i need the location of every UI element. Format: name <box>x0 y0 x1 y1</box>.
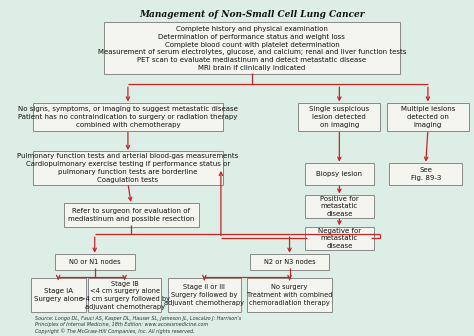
Text: Biopsy lesion: Biopsy lesion <box>316 171 362 177</box>
Text: See
Fig. 89-3: See Fig. 89-3 <box>410 167 441 181</box>
FancyBboxPatch shape <box>103 23 400 74</box>
FancyBboxPatch shape <box>64 203 199 226</box>
FancyBboxPatch shape <box>30 279 86 312</box>
FancyBboxPatch shape <box>305 195 374 218</box>
Text: No signs, symptoms, or imaging to suggest metastatic disease
Patient has no cont: No signs, symptoms, or imaging to sugges… <box>18 106 238 128</box>
FancyBboxPatch shape <box>33 151 223 185</box>
Text: Multiple lesions
detected on
imaging: Multiple lesions detected on imaging <box>401 106 455 128</box>
FancyBboxPatch shape <box>247 279 332 312</box>
FancyBboxPatch shape <box>389 163 462 185</box>
Text: Positive for
metastatic
disease: Positive for metastatic disease <box>320 196 359 217</box>
FancyBboxPatch shape <box>88 279 161 312</box>
Text: Negative for
metastatic
disease: Negative for metastatic disease <box>318 227 361 249</box>
Text: Stage IA
Surgery alone: Stage IA Surgery alone <box>34 288 82 302</box>
Text: N2 or N3 nodes: N2 or N3 nodes <box>264 259 315 265</box>
Text: No surgery
Treatment with combined
chemoradiation therapy: No surgery Treatment with combined chemo… <box>247 284 332 306</box>
FancyBboxPatch shape <box>305 163 374 185</box>
Text: Single suspicious
lesion detected
on imaging: Single suspicious lesion detected on ima… <box>310 106 369 128</box>
FancyBboxPatch shape <box>299 103 380 131</box>
Text: Refer to surgeon for evaluation of
mediastinum and possible resection: Refer to surgeon for evaluation of media… <box>68 208 194 222</box>
FancyBboxPatch shape <box>305 226 374 250</box>
Text: N0 or N1 nodes: N0 or N1 nodes <box>69 259 120 265</box>
Text: Source: Longo DL, Fauci AS, Kasper DL, Hauser SL, Jameson JL, Loscalzo J: Harris: Source: Longo DL, Fauci AS, Kasper DL, H… <box>35 316 241 334</box>
Text: Stage II or III
Surgery followed by
adjuvant chemotherapy: Stage II or III Surgery followed by adju… <box>164 284 244 306</box>
FancyBboxPatch shape <box>55 254 135 270</box>
Text: Complete history and physical examination
Determination of performance status an: Complete history and physical examinatio… <box>98 26 406 71</box>
Text: Stage IB
<4 cm surgery alone
>4 cm surgery followed by
adjuvant chemotherapy: Stage IB <4 cm surgery alone >4 cm surge… <box>80 281 170 310</box>
Text: Pulmonary function tests and arterial blood-gas measurements
Cardiopulmonary exe: Pulmonary function tests and arterial bl… <box>17 153 238 183</box>
FancyBboxPatch shape <box>250 254 329 270</box>
FancyBboxPatch shape <box>168 279 241 312</box>
FancyBboxPatch shape <box>33 103 223 131</box>
Text: Management of Non-Small Cell Lung Cancer: Management of Non-Small Cell Lung Cancer <box>139 10 365 19</box>
FancyBboxPatch shape <box>387 103 469 131</box>
